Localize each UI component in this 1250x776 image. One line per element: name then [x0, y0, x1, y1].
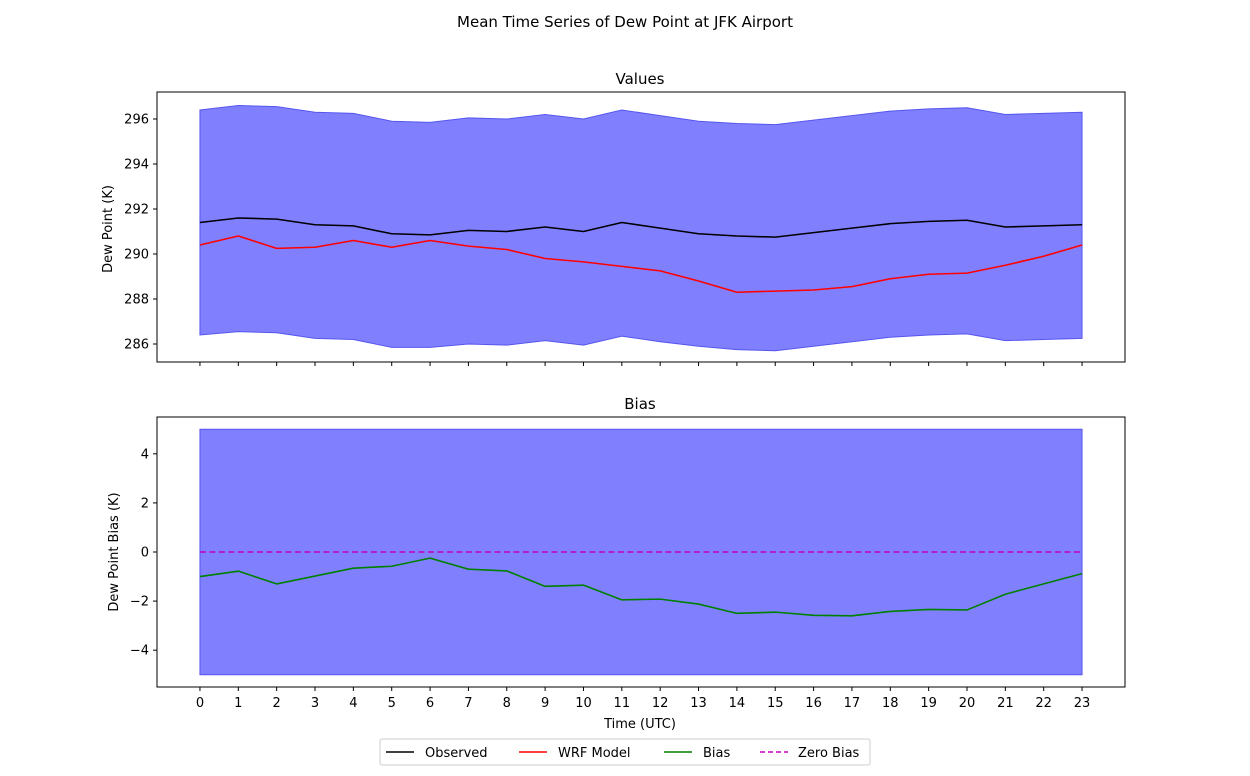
- values-band: [199, 104, 1083, 352]
- values-y-tick-label: 294: [124, 158, 149, 173]
- bias-panel-title: Bias: [624, 395, 656, 413]
- x-tick-label: 17: [844, 696, 861, 711]
- x-tick-label: 10: [575, 696, 592, 711]
- bias-y-tick-label: −4: [130, 644, 149, 659]
- bias-y-tick-label: −2: [130, 595, 149, 610]
- figure-title: Mean Time Series of Dew Point at JFK Air…: [457, 13, 793, 31]
- x-tick-label: 11: [614, 696, 631, 711]
- legend-frame: [379, 738, 871, 766]
- x-tick-label: 22: [1035, 696, 1052, 711]
- x-tick-label: 13: [690, 696, 707, 711]
- x-tick-label: 12: [652, 696, 669, 711]
- x-tick-label: 4: [349, 696, 357, 711]
- x-tick-label: 14: [729, 696, 746, 711]
- x-tick-label: 19: [920, 696, 937, 711]
- x-tick-label: 9: [541, 696, 549, 711]
- bias-y-axis-label: Dew Point Bias (K): [107, 492, 122, 611]
- bias-y-tick-label: 2: [141, 496, 149, 511]
- legend-entry-zero-bias: Zero Bias: [760, 746, 860, 761]
- values-y-tick-label: 288: [124, 293, 149, 308]
- x-tick-label: 20: [959, 696, 976, 711]
- x-tick-label: 21: [997, 696, 1014, 711]
- values-panel: Values Dew Point (K) 286 288 290 292 294 296: [101, 70, 1126, 366]
- x-tick-label: 8: [503, 696, 511, 711]
- x-tick-label: 0: [196, 696, 204, 711]
- legend-label-zero-bias: Zero Bias: [798, 746, 860, 761]
- legend-label-wrf: WRF Model: [558, 746, 631, 761]
- x-tick-label: 3: [311, 696, 319, 711]
- x-tick-label: 23: [1074, 696, 1091, 711]
- x-tick-label: 2: [273, 696, 281, 711]
- values-y-tick-label: 290: [124, 248, 149, 263]
- x-tick-label: 5: [388, 696, 396, 711]
- legend: Observed WRF Model Bias Zero Bias: [379, 738, 871, 766]
- values-series-observed: [199, 217, 1083, 238]
- values-y-tick-label: 296: [124, 113, 149, 128]
- values-series-wrf-model: [199, 235, 1083, 294]
- x-tick-label: 18: [882, 696, 899, 711]
- x-tick-label: 7: [464, 696, 472, 711]
- x-tick-label: 16: [805, 696, 822, 711]
- bias-y-tick-label: 4: [141, 447, 149, 462]
- x-axis-label: Time (UTC): [603, 717, 676, 732]
- x-tick-label: 6: [426, 696, 434, 711]
- legend-entry-wrf: WRF Model: [519, 746, 631, 761]
- legend-entry-observed: Observed: [386, 746, 488, 761]
- values-panel-title: Values: [615, 70, 664, 88]
- values-y-axis-label: Dew Point (K): [101, 185, 116, 273]
- values-axes-frame: [156, 91, 1126, 363]
- legend-label-observed: Observed: [425, 746, 488, 761]
- legend-label-bias: Bias: [703, 746, 730, 761]
- bias-series-bias: [199, 557, 1083, 617]
- bias-y-tick-label: 0: [141, 546, 149, 561]
- x-tick-label: 1: [234, 696, 242, 711]
- legend-entry-bias: Bias: [664, 746, 730, 761]
- x-tick-label: 15: [767, 696, 784, 711]
- values-y-tick-label: 286: [124, 338, 149, 353]
- values-y-tick-label: 292: [124, 203, 149, 218]
